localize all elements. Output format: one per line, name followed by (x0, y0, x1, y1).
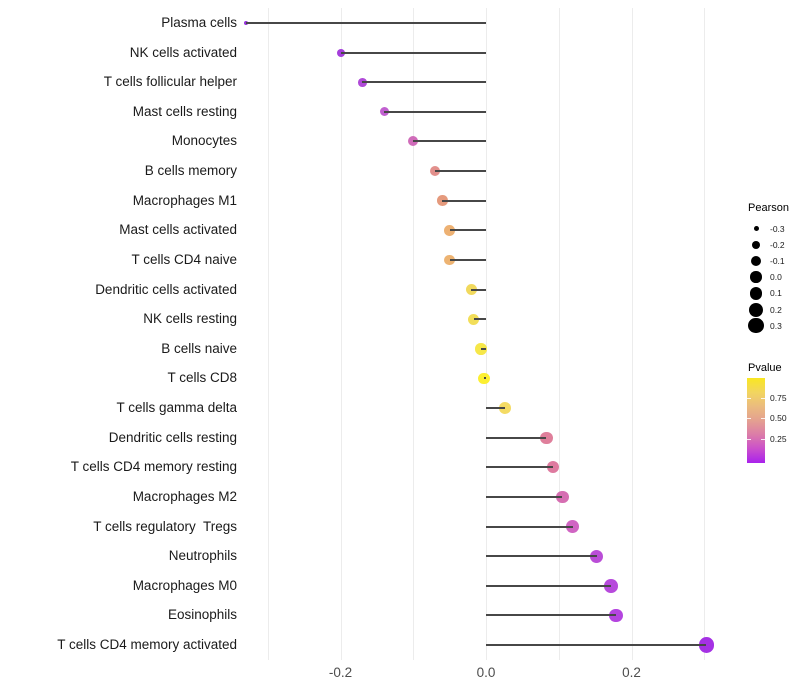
data-point (478, 372, 490, 385)
data-point (698, 637, 715, 653)
category-label: Mast cells resting (132, 103, 237, 119)
size-legend-dot (748, 317, 764, 334)
gridline-x--0.1 (413, 8, 415, 660)
category-label: NK cells resting (143, 311, 237, 327)
lollipop-stem (435, 170, 486, 173)
lollipop-stem (245, 22, 486, 24)
category-label: B cells naive (161, 340, 237, 356)
category-label: T cells follicular helper (103, 74, 237, 90)
category-label: NK cells activated (129, 44, 237, 60)
pvalue-tick-label: 0.50 (770, 413, 787, 424)
category-label: T cells CD8 (167, 370, 237, 386)
lollipop-stem (413, 140, 486, 143)
lollipop-stem (471, 288, 486, 291)
lollipop-stem (486, 614, 617, 617)
lollipop-stem (449, 258, 486, 261)
lollipop-stem (340, 51, 486, 54)
data-point (556, 490, 569, 504)
lollipop-stem (362, 81, 486, 84)
category-label: Eosinophils (167, 607, 237, 623)
category-label: Dendritic cells activated (95, 281, 237, 297)
category-label: T cells CD4 naive (131, 251, 237, 267)
category-label: Macrophages M0 (132, 577, 237, 593)
lollipop-stem (483, 377, 486, 380)
lollipop-stem (473, 318, 486, 321)
size-legend-dot (750, 271, 762, 283)
size-legend-label: -0.3 (770, 223, 785, 234)
size-legend-dot (753, 226, 759, 231)
lollipop-stem (486, 407, 505, 410)
size-legend-dot (752, 240, 760, 249)
category-label: B cells memory (144, 163, 237, 179)
category-label: T cells regulatory Tregs (93, 518, 237, 534)
category-label: T cells CD4 memory resting (70, 459, 237, 475)
lollipop-stem (384, 110, 486, 113)
category-label: Monocytes (171, 133, 237, 149)
size-legend-label: 0.2 (770, 304, 782, 315)
size-legend-label: 0.3 (770, 320, 782, 331)
x-tick-label: -0.2 (328, 665, 353, 680)
colorbar-tick-mark (747, 397, 751, 399)
gridline-x-0.2 (631, 8, 633, 660)
size-legend-label: -0.1 (770, 255, 785, 266)
pvalue-colorbar (747, 378, 765, 463)
lollipop-stem (480, 347, 486, 350)
lollipop-stem (486, 644, 707, 647)
category-label: Mast cells activated (119, 222, 237, 238)
category-label: T cells CD4 memory activated (57, 637, 237, 653)
category-label: Neutrophils (168, 548, 237, 564)
category-label: T cells gamma delta (116, 400, 237, 416)
size-legend-dot (749, 302, 763, 317)
x-tick-label: 0.2 (622, 665, 641, 680)
size-legend-label: 0.0 (770, 272, 782, 283)
lollipop-stem (486, 525, 573, 528)
data-point (468, 313, 480, 325)
gridline-x--0.3 (267, 8, 269, 660)
gridline-x-0.3 (704, 8, 706, 660)
pvalue-tick-label: 0.25 (770, 434, 787, 445)
size-legend-label: 0.1 (770, 288, 782, 299)
lollipop-stem (486, 466, 553, 469)
colorbar-tick-mark (761, 439, 765, 441)
category-label: Macrophages M2 (132, 488, 237, 504)
category-label: Plasma cells (161, 15, 237, 30)
size-legend-dot (749, 287, 763, 300)
colorbar-tick-mark (747, 418, 751, 420)
category-label: Dendritic cells resting (108, 429, 237, 445)
size-legend-title: Pearson (748, 202, 789, 214)
color-legend-title: Pvalue (748, 362, 782, 374)
colorbar-tick-mark (761, 418, 765, 420)
lollipop-stem (449, 229, 486, 232)
lollipop-stem (486, 555, 597, 558)
size-legend-label: -0.2 (770, 239, 785, 250)
gridline-x-0 (486, 8, 487, 660)
gridline-x-0.1 (558, 8, 560, 660)
colorbar-tick-mark (761, 397, 765, 399)
data-point (475, 343, 487, 355)
lollipop-stem (442, 199, 486, 202)
colorbar-tick-mark (747, 439, 751, 441)
data-point (546, 461, 560, 474)
data-point (243, 20, 248, 26)
plot-panel (242, 8, 740, 660)
gridline-x--0.2 (340, 8, 342, 660)
data-point (566, 520, 579, 533)
pvalue-tick-label: 0.75 (770, 392, 787, 403)
data-point (499, 402, 511, 414)
x-tick-label: 0.0 (476, 665, 496, 680)
lollipop-stem (486, 584, 612, 587)
category-label: Macrophages M1 (132, 192, 237, 208)
lollipop-stem (486, 495, 563, 498)
size-legend-dot (751, 255, 761, 266)
lollipop-stem (486, 436, 547, 439)
